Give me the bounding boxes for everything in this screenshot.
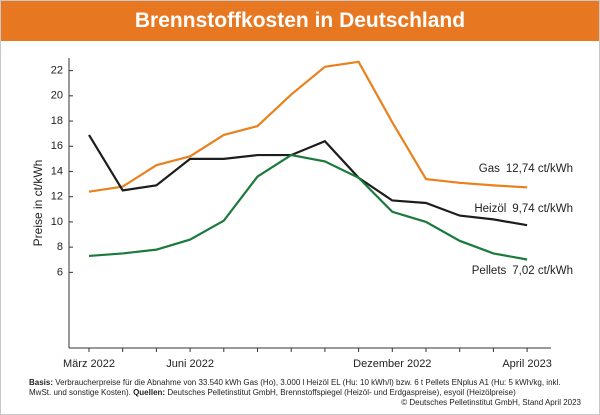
value-label: 12,74 ct/kWh [506, 163, 573, 175]
basis-label: Basis: [29, 378, 54, 387]
y-tick-label: 14 [51, 165, 63, 177]
x-tick-label: April 2023 [502, 358, 552, 370]
y-tick-label: 6 [57, 266, 63, 278]
sources: Deutsches Pelletinstitut GmbH, Brennstof… [167, 388, 516, 397]
line-series [88, 134, 528, 227]
value-label: 9,74 ct/kWh [512, 203, 573, 215]
series-name: Heizöl [474, 203, 506, 215]
sources-label: Quellen: [133, 388, 166, 397]
end-label: Heizöl 9,74 ct/kWh [474, 203, 573, 215]
end-label: Pellets 7,02 ct/kWh [472, 265, 573, 277]
series-name: Pellets [472, 265, 507, 277]
y-tick-label: 22 [51, 65, 63, 77]
x-tick-label: Dezember 2022 [353, 358, 431, 370]
footnote: Basis: Verbraucherpreise für die Abnahme… [29, 378, 581, 408]
line-series [88, 153, 528, 261]
line-series [88, 60, 528, 193]
x-tick-label: Juni 2022 [166, 358, 214, 370]
y-tick-label: 12 [51, 191, 63, 203]
chart-title: Brennstoffkosten in Deutschland [1, 1, 599, 41]
y-tick-label: 8 [57, 241, 63, 253]
y-tick-label: 18 [51, 115, 63, 127]
value-label: 7,02 ct/kWh [512, 265, 573, 277]
footnote-text: Basis: Verbraucherpreise für die Abnahme… [29, 378, 581, 398]
y-tick-label: 10 [51, 216, 63, 228]
y-tick-label: 16 [51, 140, 63, 152]
copyright: © Deutsches Pelletinstitut GmbH, Stand A… [401, 398, 581, 407]
y-tick-label: 20 [51, 90, 63, 102]
y-axis-label: Preise in ct/kWh [31, 160, 45, 247]
basis: Verbraucherpreise für die Abnahme von 33… [29, 378, 561, 397]
x-tick-label: März 2022 [63, 358, 115, 370]
end-label: Gas 12,74 ct/kWh [479, 163, 573, 175]
series-name: Gas [479, 163, 500, 175]
